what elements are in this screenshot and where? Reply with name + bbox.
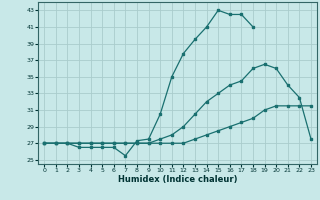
X-axis label: Humidex (Indice chaleur): Humidex (Indice chaleur) [118, 175, 237, 184]
